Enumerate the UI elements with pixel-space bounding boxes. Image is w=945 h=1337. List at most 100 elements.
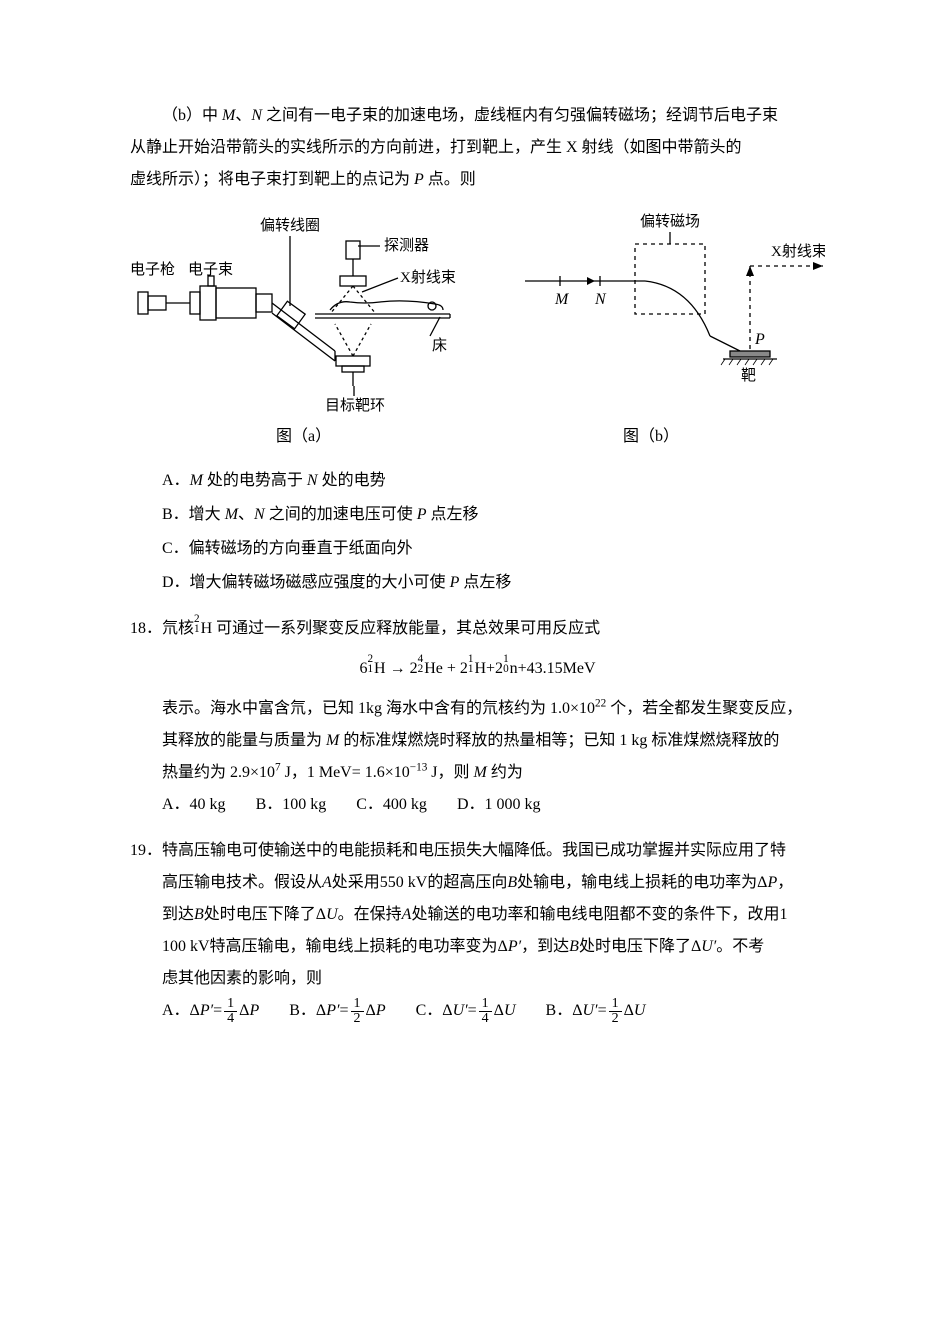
plus: +: [443, 660, 460, 677]
text: J，则: [427, 764, 473, 781]
q19-line3: 到达B处时电压下降了ΔU。在保持A处输送的电功率和输电线电阻都不变的条件下，改用…: [130, 899, 825, 931]
label-target: 目标靶环: [325, 397, 385, 414]
coef: 6: [359, 660, 367, 677]
coef: 2: [460, 660, 468, 677]
var: U: [634, 995, 646, 1027]
var-P: P: [414, 171, 424, 188]
text: 的标准煤燃烧时释放的热量相等；已知 1 kg 标准煤燃烧释放的: [339, 732, 779, 749]
q17-opt-B: B．增大 M、N 之间的加速电压可使 P 点左移: [162, 499, 825, 531]
atomic: 2: [418, 664, 424, 674]
q19: 19．特高压输电可使输送中的电能损耗和电压损失大幅降低。我国已成功掌握并实际应用…: [130, 835, 825, 1027]
var: P′: [200, 995, 213, 1027]
coef: 2: [410, 660, 418, 677]
q18-num: 18．: [130, 613, 162, 645]
exp: −13: [410, 762, 428, 774]
var-M: M: [474, 764, 487, 781]
q19-opt-A: A．ΔP′=14ΔP: [162, 995, 259, 1027]
var: U′: [583, 995, 598, 1027]
caption-row: 图（a） 图（b）: [130, 421, 825, 453]
text: 处的电势: [318, 472, 386, 489]
var-P: P: [767, 874, 777, 891]
num: 1: [351, 997, 364, 1012]
q19-line4: 100 kV特高压输电，输电线上损耗的电功率变为ΔP′，到达B处时电压下降了ΔU…: [130, 931, 825, 963]
var-N: N: [251, 107, 262, 124]
text: 虚线所示）；将电子束打到靶上的点记为: [130, 171, 414, 188]
q17-opt-D: D．增大偏转磁场磁感应强度的大小可使 P 点左移: [162, 567, 825, 599]
var-M: M: [326, 732, 339, 749]
q17-options: A．M 处的电势高于 N 处的电势 B．增大 M、N 之间的加速电压可使 P 点…: [130, 465, 825, 599]
var: U: [504, 995, 516, 1027]
num: 1: [479, 997, 492, 1012]
text: （b）中: [162, 107, 222, 124]
text: 点。则: [424, 171, 476, 188]
var-B: B: [569, 938, 579, 955]
text: 特高压输电可使输送中的电能损耗和电压损失大幅降低。我国已成功掌握并实际应用了特: [162, 842, 786, 859]
text: ，: [777, 874, 793, 891]
text: H 可通过一系列聚变反应释放能量，其总效果可用反应式: [201, 620, 601, 637]
den: 2: [351, 1012, 364, 1026]
label-dianzishu: 电子束: [188, 261, 233, 278]
text: 、: [235, 107, 251, 124]
var-Up: U′: [701, 938, 716, 955]
text: D．增大偏转磁场磁感应强度的大小可使: [162, 574, 450, 591]
label-M: M: [554, 291, 570, 308]
q17-opt-A: A．M 处的电势高于 N 处的电势: [162, 465, 825, 497]
var-Pp: P′: [508, 938, 521, 955]
var-P: P: [417, 506, 427, 523]
text: 处的电势高于: [203, 472, 307, 489]
label-dianziqiang: 电子枪: [130, 261, 175, 278]
isotope: 42: [418, 654, 424, 674]
num: 1: [224, 997, 237, 1012]
text: 处输电，输电线上损耗的电功率为Δ: [517, 874, 767, 891]
var-B: B: [507, 874, 517, 891]
text: 其释放的能量与质量为: [162, 732, 326, 749]
atomic: 1: [468, 664, 474, 674]
figure-b-svg: 偏转磁场 X射线束 M N P 靶: [525, 206, 825, 386]
label-P: P: [754, 331, 765, 348]
elem: H: [474, 660, 486, 677]
q18-line4: 热量约为 2.9×107 J，1 MeV= 1.6×10−13 J，则 M 约为: [130, 757, 825, 789]
atomic: 0: [503, 664, 509, 674]
q18: 18．氘核21H 可通过一系列聚变反应释放能量，其总效果可用反应式 621H →…: [130, 613, 825, 821]
label-bed: 床: [432, 337, 447, 354]
den: 4: [479, 1012, 492, 1026]
text: 处输送的电功率和输电线电阻都不变的条件下，改用1: [411, 906, 787, 923]
eq: =: [468, 995, 477, 1027]
text: B．增大: [162, 506, 225, 523]
isotope: 21: [194, 614, 200, 634]
q18-line2: 表示。海水中富含氘，已知 1kg 海水中含有的氘核约为 1.0×1022 个，若…: [162, 693, 825, 725]
figure-a: 偏转线圈 探测器 电子枪 电子束 X射线束 床 目标靶环: [130, 206, 500, 416]
tail: +43.15MeV: [518, 660, 596, 677]
var: U′: [453, 995, 468, 1027]
den: 2: [609, 1012, 622, 1026]
label-tance: 探测器: [384, 237, 429, 254]
text: A．Δ: [162, 995, 200, 1027]
text: 热量约为 2.9×10: [162, 764, 275, 781]
q19-line1: 19．特高压输电可使输送中的电能损耗和电压损失大幅降低。我国已成功掌握并实际应用…: [130, 835, 825, 867]
fraction: 12: [609, 997, 622, 1026]
arrow: →: [386, 660, 410, 677]
isotope: 11: [468, 654, 474, 674]
exp: 22: [595, 698, 606, 710]
var-P: P: [450, 574, 460, 591]
q19-num: 19．: [130, 835, 162, 867]
q18-opt-A: A．40 kg: [162, 789, 226, 821]
label-field: 偏转磁场: [640, 213, 700, 230]
text: 约为: [487, 764, 523, 781]
isotope: 10: [503, 654, 509, 674]
text: 表示。海水中富含氘，已知 1kg 海水中含有的氘核约为 1.0×10: [162, 700, 595, 717]
var-A: A: [322, 874, 332, 891]
q17-intro-line3: 虚线所示）；将电子束打到靶上的点记为 P 点。则: [130, 164, 825, 196]
text: 处采用550 kV的超高压向: [332, 874, 508, 891]
text: 之间的加速电压可使: [265, 506, 417, 523]
var-M: M: [190, 472, 203, 489]
caption-a: 图（a）: [276, 421, 331, 453]
text: B．Δ: [289, 995, 326, 1027]
q19-line2: 高压输电技术。假设从A处采用550 kV的超高压向B处输电，输电线上损耗的电功率…: [130, 867, 825, 899]
figure-a-svg: 偏转线圈 探测器 电子枪 电子束 X射线束 床 目标靶环: [130, 206, 500, 416]
text: 100 kV特高压输电，输电线上损耗的电功率变为Δ: [162, 938, 508, 955]
text: 处时电压下降了Δ: [204, 906, 326, 923]
q19-line5: 虑其他因素的影响，则: [130, 963, 825, 995]
label-xray-b: X射线束: [771, 243, 825, 260]
text: B．Δ: [546, 995, 583, 1027]
